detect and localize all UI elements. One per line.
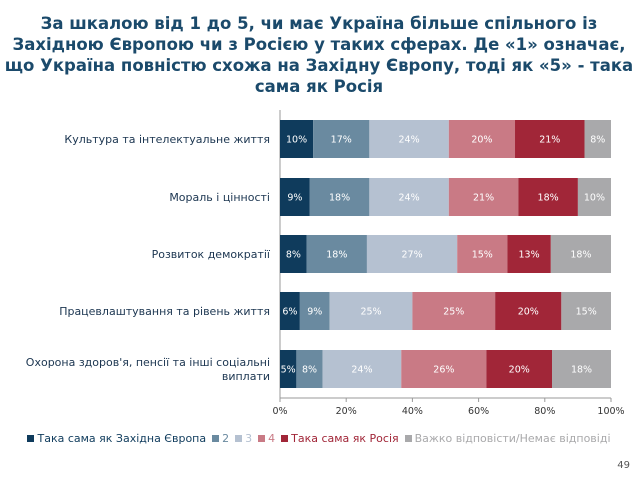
bar-segment bbox=[280, 235, 307, 273]
data-label: 8% bbox=[286, 250, 301, 261]
data-label: 25% bbox=[360, 307, 381, 318]
data-label: 8% bbox=[590, 135, 605, 146]
data-label: 20% bbox=[518, 307, 539, 318]
legend-label: 3 bbox=[245, 432, 253, 445]
legend-swatch bbox=[281, 435, 289, 442]
data-label: 10% bbox=[584, 193, 605, 204]
bar-segment bbox=[561, 292, 611, 330]
data-label: 25% bbox=[443, 307, 464, 318]
data-label: 9% bbox=[307, 307, 322, 318]
bar-segment bbox=[369, 120, 449, 158]
data-label: 10% bbox=[286, 135, 307, 146]
bar-segment bbox=[507, 235, 551, 273]
bar-segment bbox=[401, 350, 487, 388]
data-label: 20% bbox=[471, 135, 492, 146]
bar-segment bbox=[322, 350, 402, 388]
bar-segment bbox=[448, 178, 519, 216]
stacked-bar-chart: 0% 20% 40% 60% 80% 100% Культура та інтелектуа… bbox=[26, 110, 625, 417]
chart-title: За шкалою від 1 до 5, чи має Україна біл… bbox=[4, 14, 634, 96]
legend-swatch bbox=[404, 435, 412, 442]
bar-segment bbox=[306, 235, 367, 273]
data-label: 8% bbox=[302, 365, 317, 376]
x-tick-label: 60% bbox=[468, 406, 489, 417]
x-tick-label: 20% bbox=[336, 406, 357, 417]
legend-item: Така сама як Західна Європа bbox=[27, 432, 206, 445]
bar-segment bbox=[280, 292, 300, 330]
bar-segment bbox=[369, 178, 449, 216]
bar-segment bbox=[577, 178, 611, 216]
legend-label: Важко відповісти/Немає відповіді bbox=[414, 432, 611, 445]
x-tick-label: 80% bbox=[534, 406, 555, 417]
data-label: 21% bbox=[539, 135, 560, 146]
data-label: 20% bbox=[509, 365, 530, 376]
data-label: 18% bbox=[571, 365, 592, 376]
data-label: 5% bbox=[281, 365, 296, 376]
legend-item: Така сама як Росія bbox=[281, 432, 399, 445]
bar-segment bbox=[552, 350, 611, 388]
bar-segment bbox=[280, 350, 297, 388]
legend-label: 2 bbox=[222, 432, 230, 445]
legend-swatch bbox=[27, 435, 35, 442]
legend-label: Така сама як Росія bbox=[291, 432, 399, 445]
legend-label: Така сама як Західна Європа bbox=[37, 432, 207, 445]
legend-item: Важко відповісти/Немає відповіді bbox=[404, 432, 611, 445]
data-label: 18% bbox=[329, 193, 350, 204]
data-label: 24% bbox=[399, 193, 420, 204]
legend-item: 4 bbox=[258, 432, 275, 445]
x-tick-label: 40% bbox=[402, 406, 423, 417]
bar-segment bbox=[329, 292, 413, 330]
x-tick-label: 100% bbox=[597, 406, 624, 417]
data-label: 17% bbox=[331, 135, 352, 146]
category-label: Охорона здоров'я, пенсії та інші соціаль… bbox=[26, 356, 270, 383]
bar-segment bbox=[299, 292, 330, 330]
data-label: 24% bbox=[351, 365, 372, 376]
category-label: Працевлаштування та рівень життя bbox=[59, 305, 270, 318]
data-label: 15% bbox=[472, 250, 493, 261]
data-label: 24% bbox=[399, 135, 420, 146]
legend-item: 3 bbox=[235, 432, 252, 445]
data-label: 13% bbox=[519, 250, 540, 261]
data-label: 18% bbox=[570, 250, 591, 261]
bar-segment bbox=[584, 120, 611, 158]
bar-segment bbox=[280, 178, 310, 216]
legend-swatch bbox=[212, 435, 220, 442]
legend-swatch bbox=[258, 435, 266, 442]
legend-swatch bbox=[235, 435, 243, 442]
page-number: 49 bbox=[617, 460, 630, 471]
bar-segment bbox=[486, 350, 553, 388]
bar-segment bbox=[550, 235, 611, 273]
data-label: 6% bbox=[282, 307, 297, 318]
bar-segment bbox=[313, 120, 370, 158]
bar-segment bbox=[518, 178, 578, 216]
bar-segment bbox=[412, 292, 496, 330]
bar-segment bbox=[515, 120, 585, 158]
data-label: 15% bbox=[576, 307, 597, 318]
category-label: Культура та інтелектуальне життя bbox=[64, 133, 270, 146]
bar-segment bbox=[296, 350, 323, 388]
data-label: 26% bbox=[433, 365, 454, 376]
category-label: Розвиток демократії bbox=[152, 248, 271, 261]
category-label: Мораль і цінності bbox=[169, 191, 270, 204]
x-tick-label: 0% bbox=[272, 406, 287, 417]
data-label: 27% bbox=[402, 250, 423, 261]
data-label: 9% bbox=[287, 193, 302, 204]
legend-label: 4 bbox=[268, 432, 276, 445]
bar-segment bbox=[495, 292, 562, 330]
bar-segment bbox=[448, 120, 516, 158]
legend: Така сама як Західна Європа 2 3 4 Така сама … bbox=[0, 432, 638, 445]
bar-segment bbox=[457, 235, 508, 273]
legend-item: 2 bbox=[212, 432, 229, 445]
bar-segment bbox=[366, 235, 458, 273]
bar-segment bbox=[309, 178, 370, 216]
data-label: 18% bbox=[538, 193, 559, 204]
data-label: 21% bbox=[473, 193, 494, 204]
bar-segment bbox=[280, 120, 314, 158]
data-label: 18% bbox=[326, 250, 347, 261]
